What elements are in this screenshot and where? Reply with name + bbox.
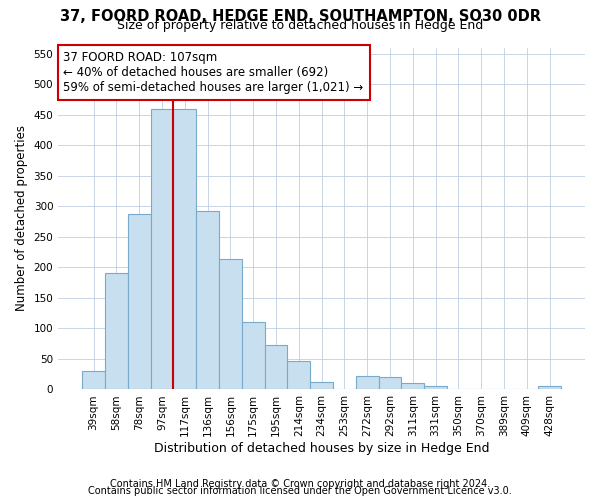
Bar xyxy=(196,210,219,390)
Bar xyxy=(151,108,173,390)
Text: Size of property relative to detached houses in Hedge End: Size of property relative to detached ho… xyxy=(117,19,483,32)
Bar xyxy=(379,377,401,390)
Bar xyxy=(287,361,310,390)
Text: 37, FOORD ROAD, HEDGE END, SOUTHAMPTON, SO30 0DR: 37, FOORD ROAD, HEDGE END, SOUTHAMPTON, … xyxy=(59,9,541,24)
Y-axis label: Number of detached properties: Number of detached properties xyxy=(15,126,28,312)
Bar xyxy=(242,322,265,390)
Bar xyxy=(356,376,379,390)
Bar xyxy=(424,386,447,390)
Text: Contains HM Land Registry data © Crown copyright and database right 2024.: Contains HM Land Registry data © Crown c… xyxy=(110,479,490,489)
Bar xyxy=(128,214,151,390)
Bar xyxy=(82,371,105,390)
Text: 37 FOORD ROAD: 107sqm
← 40% of detached houses are smaller (692)
59% of semi-det: 37 FOORD ROAD: 107sqm ← 40% of detached … xyxy=(64,51,364,94)
Bar xyxy=(310,382,333,390)
Bar xyxy=(538,386,561,390)
Bar xyxy=(265,345,287,390)
X-axis label: Distribution of detached houses by size in Hedge End: Distribution of detached houses by size … xyxy=(154,442,490,455)
Text: Contains public sector information licensed under the Open Government Licence v3: Contains public sector information licen… xyxy=(88,486,512,496)
Bar xyxy=(219,260,242,390)
Bar xyxy=(105,274,128,390)
Bar xyxy=(173,108,196,390)
Bar xyxy=(401,384,424,390)
